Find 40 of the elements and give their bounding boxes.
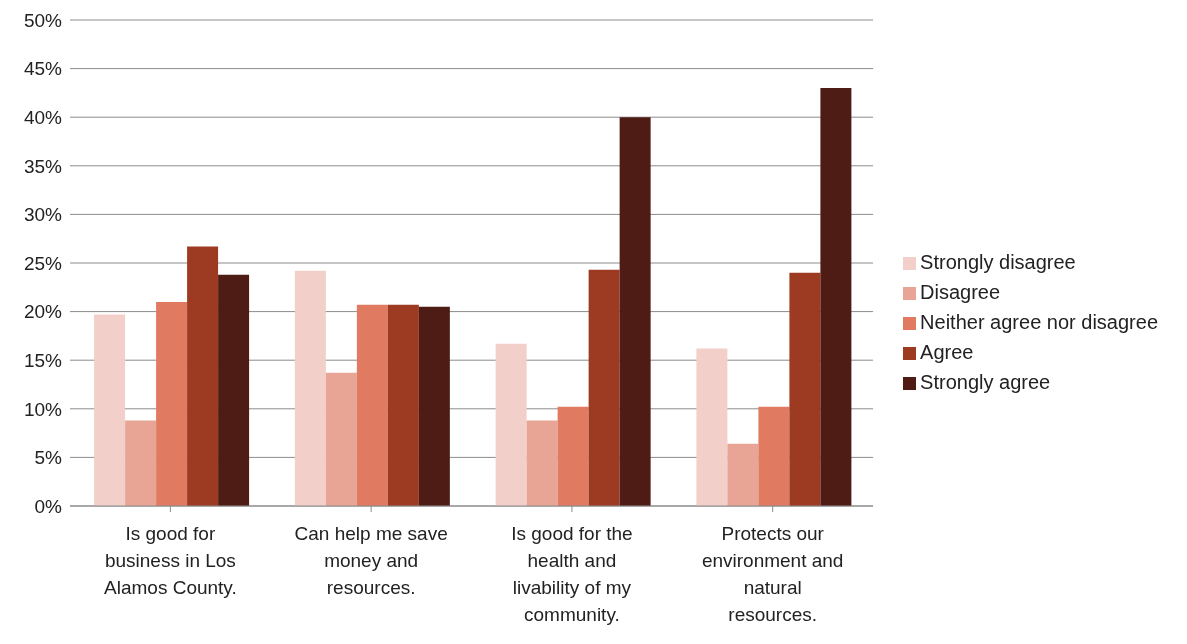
y-tick-label: 50% bbox=[23, 9, 63, 31]
x-tick-label: Protects our environment and natural resources. bbox=[701, 523, 844, 625]
y-tick-label: 30% bbox=[23, 204, 63, 226]
bar bbox=[696, 348, 728, 506]
y-tick-label: 0% bbox=[34, 495, 63, 517]
y-tick-label: 20% bbox=[23, 301, 63, 323]
y-tick-label: 45% bbox=[23, 58, 63, 80]
y-tick-label: 40% bbox=[23, 106, 63, 128]
bar bbox=[356, 304, 388, 506]
legend-label: Strongly disagree bbox=[920, 251, 1076, 273]
bar bbox=[156, 301, 188, 506]
bar bbox=[495, 343, 527, 506]
bar bbox=[325, 372, 357, 506]
legend-label: Strongly agree bbox=[920, 371, 1051, 393]
bar bbox=[557, 406, 589, 506]
bar bbox=[125, 420, 157, 506]
bar bbox=[820, 88, 852, 506]
legend-label: Agree bbox=[920, 341, 974, 363]
bar bbox=[418, 306, 450, 506]
y-tick-label: 25% bbox=[23, 252, 63, 274]
x-tick-label: Is good for the health and livability of my community. bbox=[511, 523, 633, 625]
y-tick-label: 15% bbox=[23, 349, 63, 371]
bar bbox=[187, 246, 219, 506]
bar bbox=[294, 270, 326, 506]
bar bbox=[619, 117, 651, 506]
bar bbox=[218, 274, 250, 506]
y-tick-label: 35% bbox=[23, 155, 63, 177]
legend-label: Disagree bbox=[920, 281, 1001, 303]
x-tick-label: Is good for business in Los Alamos County. bbox=[104, 523, 237, 598]
bar bbox=[526, 420, 558, 506]
bar bbox=[758, 406, 790, 506]
bar bbox=[387, 304, 419, 506]
x-tick-label: Can help me save money and resources. bbox=[294, 523, 448, 598]
bar bbox=[789, 272, 821, 506]
bar bbox=[727, 443, 759, 506]
y-tick-label: 10% bbox=[23, 398, 63, 420]
y-tick-label: 5% bbox=[34, 447, 63, 469]
bar bbox=[94, 314, 126, 506]
legend-label: Neither agree nor disagree bbox=[920, 311, 1158, 333]
bar bbox=[588, 269, 620, 506]
